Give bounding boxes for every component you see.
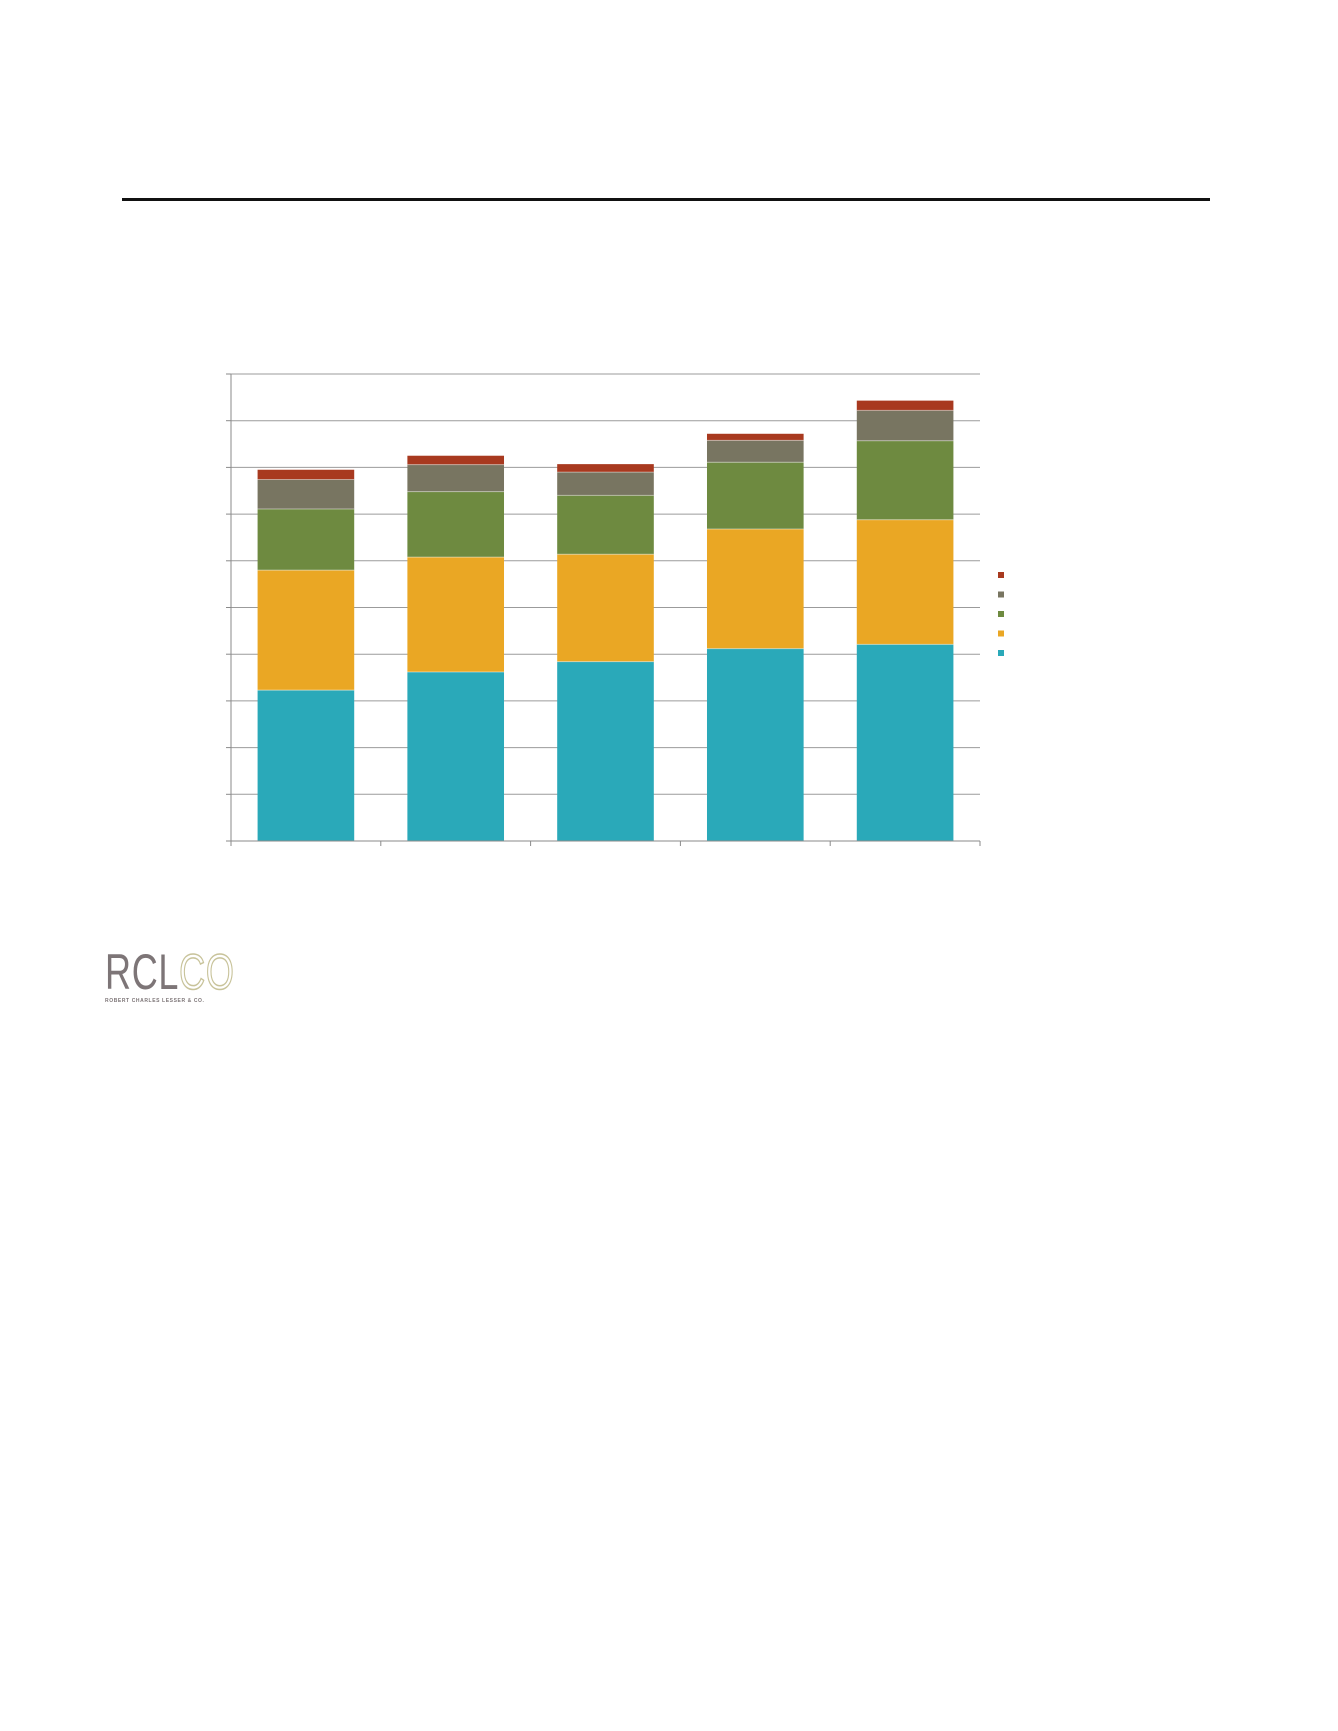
header-rule: [122, 198, 1210, 201]
bar-segment: [557, 472, 654, 496]
bar-segment: [706, 462, 804, 530]
logo-mark: RCLCO: [105, 946, 234, 998]
legend-swatch: [998, 630, 1004, 637]
logo-mark-main: RCL: [105, 944, 180, 1000]
bar-segment: [257, 469, 355, 480]
bar-segment: [706, 440, 804, 463]
bar-segment: [706, 529, 804, 649]
bar-segment: [706, 648, 804, 841]
bar-segment: [257, 570, 355, 691]
bar-segment: [407, 557, 505, 672]
legend: [998, 572, 1004, 656]
bar-segment: [856, 410, 954, 441]
bar-segment: [257, 479, 355, 509]
bar-segment: [407, 491, 505, 558]
rclco-logo: RCLCO ROBERT CHARLES LESSER & CO.: [105, 946, 234, 1008]
bar-segment: [856, 440, 954, 520]
axes: [226, 373, 981, 846]
bar-segment: [557, 554, 654, 662]
bar-segment: [407, 455, 505, 465]
bar-segment: [407, 671, 505, 841]
bar-segment: [557, 464, 654, 473]
legend-swatch: [998, 650, 1004, 656]
logo-mark-accent: CO: [179, 944, 235, 1000]
bar-segment: [706, 433, 804, 441]
bar-segment: [856, 400, 954, 411]
legend-swatch: [998, 591, 1004, 598]
bar-segment: [257, 508, 355, 571]
legend-swatch: [998, 611, 1004, 617]
bar-segment: [557, 495, 654, 555]
bar-segment: [557, 661, 654, 841]
bar-segment: [407, 464, 505, 492]
bar-segment: [257, 690, 355, 841]
bars: [257, 400, 954, 841]
logo-tagline: ROBERT CHARLES LESSER & CO.: [105, 998, 205, 1004]
bar-segment: [856, 519, 954, 645]
legend-swatch: [998, 572, 1004, 578]
gridlines: [231, 373, 980, 795]
bar-segment: [856, 644, 954, 841]
